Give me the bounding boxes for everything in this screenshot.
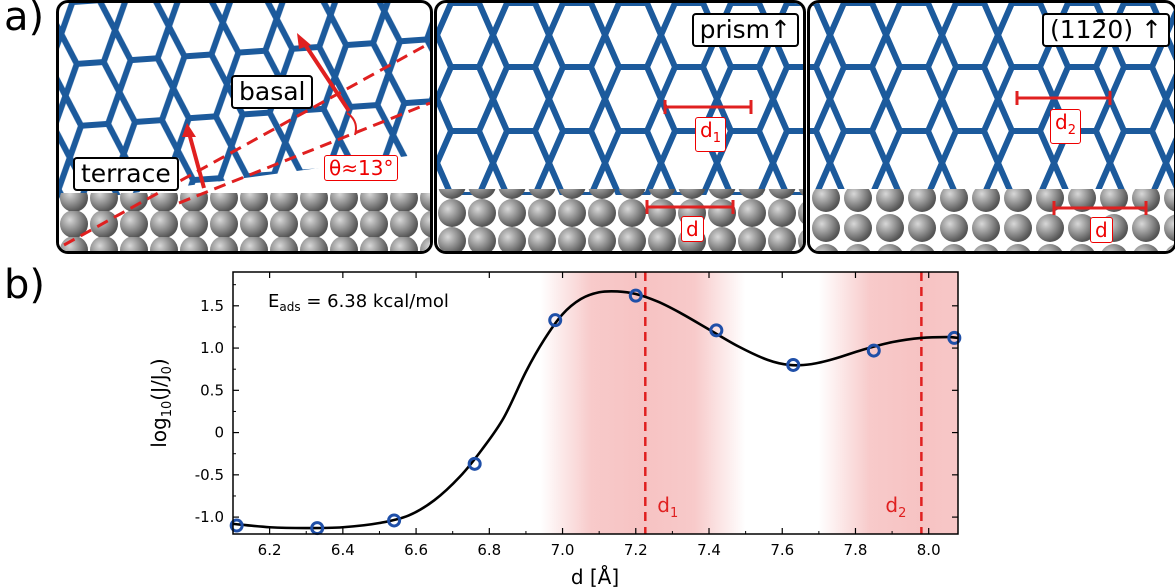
d-label-middle: d — [681, 216, 704, 242]
shaded-band-1 — [540, 272, 746, 534]
11-20-tag: (112̄0) ↑ — [1041, 13, 1170, 47]
panel-b-label: b) — [4, 262, 45, 308]
data-point — [709, 323, 724, 338]
d-label-right: d — [1090, 217, 1113, 243]
11-20-tag-end: 0) — [1107, 15, 1134, 44]
shaded-bands — [540, 272, 958, 534]
data-point — [229, 518, 244, 533]
basal-label: basal — [231, 75, 314, 109]
shaded-band-2 — [818, 272, 958, 534]
x-tick-label: 7.6 — [770, 541, 794, 559]
data-point — [947, 330, 962, 345]
d2-label-text: d — [1055, 110, 1068, 134]
data-markers — [229, 288, 962, 536]
d1-label-text: d — [700, 118, 713, 142]
d2-label-sub: 2 — [1067, 123, 1076, 138]
x-tick-label: 6.8 — [477, 541, 501, 559]
d2-label: d2 — [1050, 109, 1081, 144]
x-tick-label: 6.4 — [331, 541, 355, 559]
y-tick-label: 0.5 — [200, 381, 224, 399]
x-tick-label: 7.0 — [551, 541, 575, 559]
11-20-tag-bar-digit: 2̄ — [1091, 15, 1108, 44]
x-tick-label: 8.0 — [917, 541, 941, 559]
y-tick-label: 1.5 — [200, 297, 224, 315]
plot-frame — [232, 271, 959, 535]
fit-curve — [233, 289, 958, 530]
y-axis-title: log10(J/J0) — [147, 358, 175, 447]
up-arrow-icon: ↑ — [1141, 15, 1162, 44]
y-tick-label: -0.5 — [195, 466, 224, 484]
y-axis: -1.0 -0.5 0 0.5 1.0 1.5 — [195, 284, 958, 526]
flux-chart: d1 d2 6.2 6.4 6.6 6.8 7.0 7.2 7.4 7.6 7.8 8.0 -1.0… — [147, 271, 962, 587]
data-point — [548, 313, 563, 328]
x-tick-label: 7.2 — [624, 541, 648, 559]
angle-label: θ≈13° — [324, 155, 399, 181]
prism-image: prism↑ d1 d — [434, 0, 806, 254]
d1-label: d1 — [695, 117, 726, 152]
d1-label-sub: 1 — [712, 131, 721, 146]
energy-subscript: ads — [279, 300, 300, 314]
basal-terrace-image: basal terrace θ≈13° — [56, 0, 433, 254]
x-tick-label: 6.6 — [404, 541, 428, 559]
prism-tag: prism↑ — [691, 13, 799, 47]
data-point — [467, 456, 482, 471]
panel-a-label: a) — [4, 0, 45, 40]
ice-lattice-left — [59, 3, 430, 251]
terrace-label: terrace — [73, 157, 179, 191]
x-tick-label: 7.4 — [697, 541, 721, 559]
y-tick-label: -1.0 — [195, 508, 224, 526]
11-20-tag-start: (11 — [1049, 15, 1092, 44]
up-arrow-icon: ↑ — [770, 15, 791, 44]
energy-value: = 6.38 kcal/mol — [301, 291, 449, 312]
x-tick-label: 6.2 — [258, 541, 282, 559]
x-tick-label: 7.8 — [844, 541, 868, 559]
energy-symbol: E — [268, 291, 279, 312]
y-tick-label: 0 — [214, 424, 224, 442]
11-20-image: (112̄0) ↑ d2 d — [807, 0, 1175, 254]
x-axis: 6.2 6.4 6.6 6.8 7.0 7.2 7.4 7.6 7.8 8.0 — [232, 272, 941, 559]
energy-annotation: Eads = 6.38 kcal/mol — [268, 291, 449, 314]
data-point — [786, 357, 801, 372]
data-point — [866, 343, 881, 358]
y-tick-label: 1.0 — [200, 339, 224, 357]
data-point — [387, 513, 402, 528]
data-point — [628, 288, 643, 303]
x-axis-title: d [Å] — [571, 565, 619, 587]
prism-tag-text: prism — [699, 15, 771, 44]
